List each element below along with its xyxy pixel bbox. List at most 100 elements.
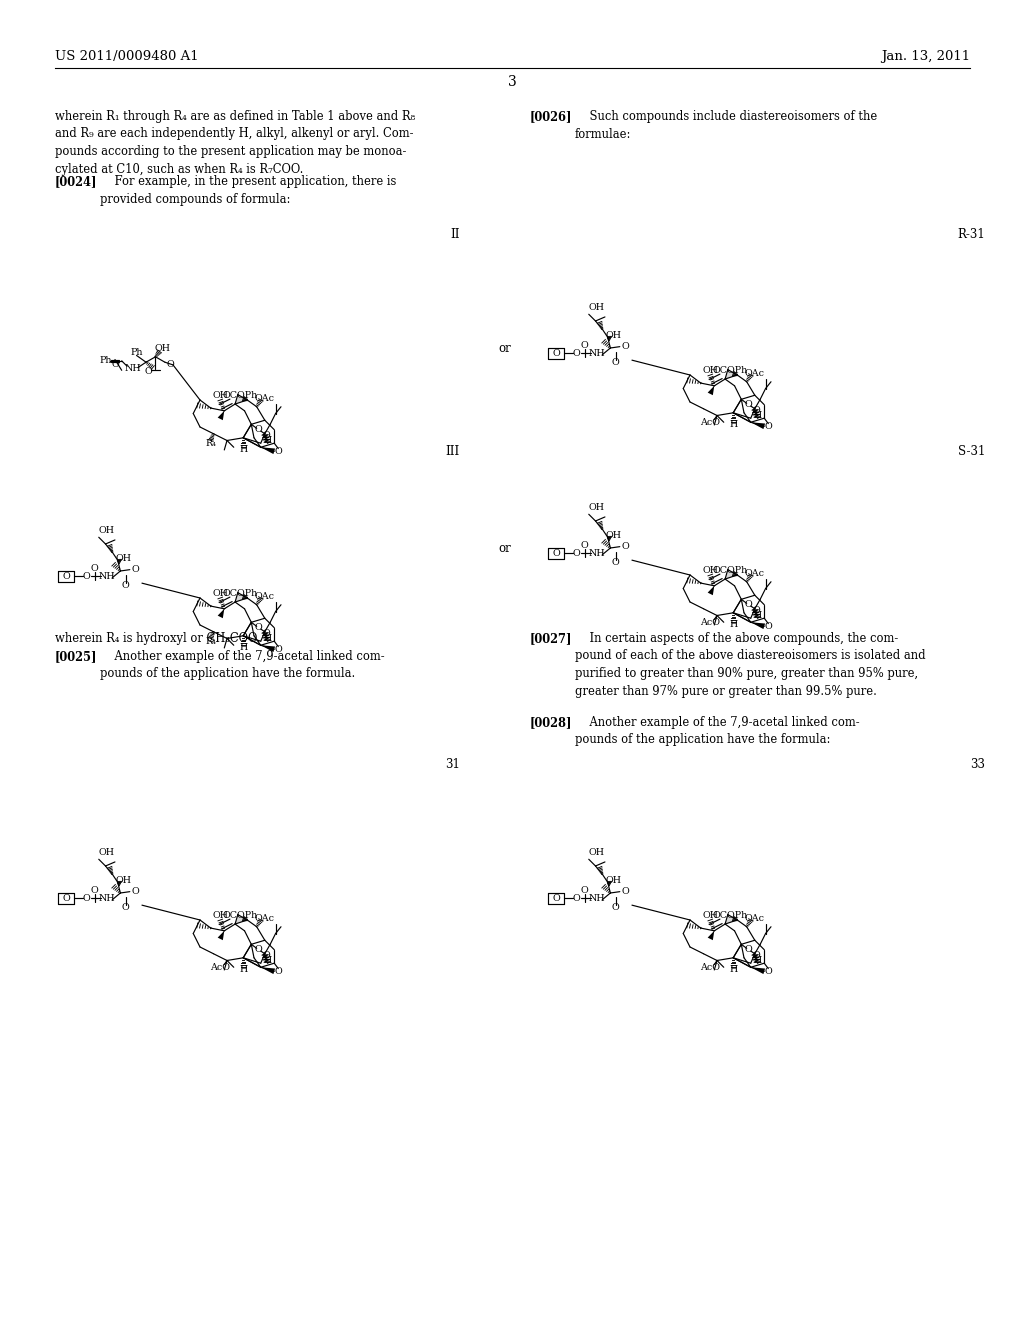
Text: OH: OH	[605, 876, 621, 886]
Text: O: O	[744, 400, 752, 409]
Polygon shape	[725, 370, 737, 379]
Text: O: O	[62, 894, 71, 903]
Text: 31: 31	[445, 758, 460, 771]
Text: AcO: AcO	[700, 417, 720, 426]
Text: O: O	[254, 623, 262, 632]
Text: H: H	[754, 411, 762, 420]
Text: R-31: R-31	[957, 228, 985, 242]
Text: O: O	[262, 628, 270, 638]
Text: O: O	[765, 622, 772, 631]
Text: NH: NH	[124, 364, 141, 374]
Text: O: O	[581, 887, 589, 895]
Text: H: H	[729, 620, 737, 630]
Text: O: O	[274, 446, 283, 455]
Text: O: O	[622, 342, 629, 351]
Polygon shape	[708, 586, 715, 595]
Text: 3: 3	[508, 75, 516, 88]
Text: O: O	[83, 894, 90, 903]
Text: OH: OH	[589, 503, 605, 512]
Text: OCOPh: OCOPh	[223, 392, 258, 400]
Text: H: H	[239, 643, 248, 652]
Text: NH: NH	[589, 894, 605, 903]
Text: OH: OH	[212, 590, 228, 598]
Text: OH: OH	[702, 566, 718, 576]
Text: [0027]: [0027]	[530, 632, 572, 645]
Text: OAc: OAc	[744, 915, 765, 923]
Text: OH: OH	[115, 876, 131, 886]
Text: [0028]: [0028]	[530, 715, 572, 729]
Text: O: O	[622, 543, 629, 552]
Text: OH: OH	[605, 532, 621, 540]
Text: OH: OH	[589, 847, 605, 857]
Text: or: or	[499, 541, 511, 554]
Text: O: O	[744, 601, 752, 610]
Text: wherein R₄ is hydroxyl or CH₃COO.: wherein R₄ is hydroxyl or CH₃COO.	[55, 632, 260, 645]
Polygon shape	[261, 968, 275, 974]
Text: O: O	[581, 541, 589, 550]
Text: Another example of the 7,9-acetal linked com-
pounds of the application have the: Another example of the 7,9-acetal linked…	[575, 715, 859, 747]
Text: O: O	[612, 358, 620, 367]
Text: NH: NH	[98, 894, 115, 903]
Text: O: O	[131, 887, 139, 896]
Text: O: O	[274, 966, 283, 975]
Text: OH: OH	[702, 911, 718, 920]
Text: O: O	[744, 945, 752, 954]
Text: O: O	[765, 966, 772, 975]
Text: O: O	[572, 549, 581, 558]
Text: O: O	[254, 945, 262, 954]
Text: OH: OH	[212, 911, 228, 920]
Text: H: H	[239, 965, 248, 974]
Text: R₄: R₄	[206, 438, 216, 447]
Text: O: O	[553, 549, 560, 558]
Text: OAc: OAc	[744, 370, 765, 378]
Text: II: II	[451, 228, 460, 242]
Text: O: O	[753, 950, 760, 960]
Text: H: H	[263, 956, 271, 965]
Text: OCOPh: OCOPh	[713, 566, 749, 576]
Text: O: O	[131, 565, 139, 574]
Text: OH: OH	[212, 392, 228, 400]
Text: III: III	[445, 445, 460, 458]
Text: NH: NH	[589, 549, 605, 558]
Text: O: O	[122, 903, 130, 912]
Text: O: O	[753, 606, 760, 615]
Text: OCOPh: OCOPh	[713, 367, 749, 375]
Text: wherein R₁ through R₄ are as defined in Table 1 above and R₈
and R₉ are each ind: wherein R₁ through R₄ are as defined in …	[55, 110, 415, 176]
Polygon shape	[751, 422, 765, 429]
Text: OH: OH	[99, 525, 115, 535]
Polygon shape	[751, 968, 765, 974]
Text: OH: OH	[155, 345, 170, 354]
Text: NH: NH	[98, 572, 115, 581]
Text: OAc: OAc	[255, 395, 274, 403]
Text: OAc: OAc	[255, 915, 274, 923]
Text: S-31: S-31	[957, 445, 985, 458]
Polygon shape	[261, 447, 275, 454]
Text: OH: OH	[702, 367, 718, 375]
Text: or: or	[499, 342, 511, 355]
Text: Jan. 13, 2011: Jan. 13, 2011	[881, 50, 970, 63]
Text: OCOPh: OCOPh	[223, 590, 258, 598]
Polygon shape	[708, 385, 715, 395]
Text: O: O	[111, 360, 119, 370]
Text: O: O	[83, 572, 90, 581]
Text: O: O	[553, 894, 560, 903]
Text: [0024]: [0024]	[55, 176, 97, 187]
Text: H: H	[263, 634, 271, 643]
Polygon shape	[218, 411, 224, 420]
Text: H: H	[754, 611, 762, 620]
Text: NH: NH	[589, 348, 605, 358]
Polygon shape	[751, 622, 765, 630]
Text: H: H	[729, 421, 737, 429]
Text: OAc: OAc	[744, 569, 765, 578]
Polygon shape	[725, 915, 737, 924]
Text: O: O	[91, 565, 98, 573]
Text: O: O	[765, 422, 772, 430]
Text: Another example of the 7,9-acetal linked com-
pounds of the application have the: Another example of the 7,9-acetal linked…	[100, 649, 385, 681]
Text: OCOPh: OCOPh	[223, 911, 258, 920]
Text: 33: 33	[970, 758, 985, 771]
Text: AcO: AcO	[210, 962, 230, 972]
Text: O: O	[572, 894, 581, 903]
Text: H: H	[239, 445, 248, 454]
Text: H: H	[729, 965, 737, 974]
Text: In certain aspects of the above compounds, the com-
pound of each of the above d: In certain aspects of the above compound…	[575, 632, 926, 697]
